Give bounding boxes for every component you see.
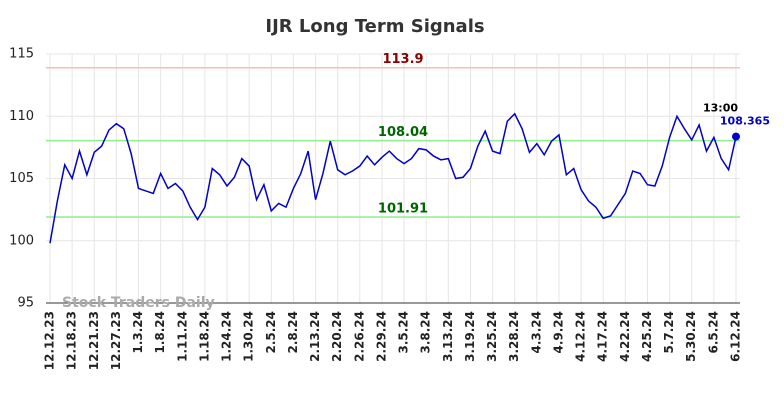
y-tick-label: 100 bbox=[9, 233, 34, 248]
x-tick-label: 12.12.23 bbox=[43, 311, 57, 370]
x-tick-label: 4.22.24 bbox=[618, 311, 632, 362]
x-tick-label: 4.17.24 bbox=[596, 311, 610, 362]
watermark: Stock Traders Daily bbox=[62, 295, 215, 311]
x-tick-label: 1.3.24 bbox=[131, 311, 145, 354]
x-tick-label: 3.8.24 bbox=[419, 311, 433, 354]
signal-label: 108.04 bbox=[378, 125, 428, 140]
price-line bbox=[49, 112, 737, 244]
signal-label: 113.9 bbox=[382, 52, 423, 67]
last-time: 13:00 bbox=[703, 102, 738, 115]
x-tick-label: 3.5.24 bbox=[397, 311, 411, 354]
x-tick-label: 2.26.24 bbox=[352, 311, 366, 362]
x-tick-label: 3.13.24 bbox=[441, 311, 455, 362]
y-tick-label: 95 bbox=[17, 296, 34, 311]
x-tick-label: 1.24.24 bbox=[220, 311, 234, 362]
x-tick-label: 2.5.24 bbox=[264, 311, 278, 354]
y-tick-label: 115 bbox=[9, 47, 34, 62]
x-tick-label: 4.9.24 bbox=[551, 311, 565, 354]
y-tick-label: 105 bbox=[9, 171, 34, 186]
x-tick-label: 5.30.24 bbox=[684, 311, 698, 362]
x-tick-label: 2.13.24 bbox=[308, 311, 322, 362]
x-tick-label: 6.12.24 bbox=[729, 311, 743, 362]
x-tick-label: 2.8.24 bbox=[286, 311, 300, 354]
x-tick-label: 1.8.24 bbox=[153, 311, 167, 354]
x-tick-label: 12.21.23 bbox=[87, 311, 101, 370]
x-tick-label: 12.27.23 bbox=[109, 311, 123, 370]
x-tick-label: 3.25.24 bbox=[485, 311, 499, 362]
x-tick-label: 12.18.23 bbox=[65, 311, 79, 370]
x-tick-label: 4.12.24 bbox=[574, 311, 588, 362]
signal-label: 101.91 bbox=[378, 201, 428, 216]
last-point bbox=[732, 132, 740, 141]
chart-title: IJR Long Term Signals bbox=[265, 16, 484, 37]
x-tick-label: 6.5.24 bbox=[706, 311, 720, 354]
x-tick-label: 2.29.24 bbox=[374, 311, 388, 362]
x-tick-label: 1.18.24 bbox=[197, 311, 211, 362]
last-value: 108.365 bbox=[720, 115, 770, 128]
x-tick-label: 3.19.24 bbox=[463, 311, 477, 362]
x-tick-label: 4.25.24 bbox=[640, 311, 654, 362]
x-tick-label: 1.11.24 bbox=[175, 311, 189, 362]
x-tick-label: 1.30.24 bbox=[242, 311, 256, 362]
x-tick-label: 2.20.24 bbox=[330, 311, 344, 362]
x-tick-label: 3.28.24 bbox=[507, 311, 521, 362]
x-tick-label: 4.3.24 bbox=[529, 311, 543, 354]
x-tick-label: 5.7.24 bbox=[662, 311, 676, 354]
y-tick-label: 110 bbox=[9, 109, 34, 124]
